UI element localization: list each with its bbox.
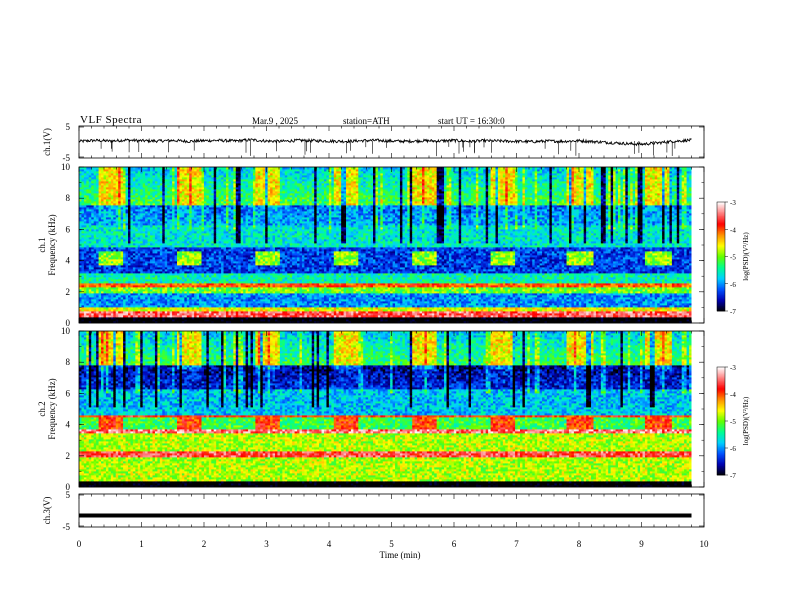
ch2-spectrogram-ylabel-channel: ch.2 — [37, 401, 47, 416]
ch1-spectrogram-colorbar-tick-label: -4 — [730, 226, 736, 234]
ch2-spectrogram-ytick-label: 8 — [66, 357, 71, 367]
ch1-spectrogram-colorbar-label: log(PSD)(V²/Hz) — [742, 232, 750, 281]
ch2-spectrogram-colorbar-tick-label: -3 — [730, 364, 736, 372]
ch1-spectrogram-ytick-label: 10 — [61, 162, 71, 172]
ch3-voltage-ytick-label: 5 — [66, 490, 71, 500]
ch1-spectrogram-colorbar-tick-label: -7 — [730, 308, 736, 316]
ch2-spectrogram-ytick-label: 4 — [66, 420, 71, 430]
xaxis-tick-label: 6 — [452, 539, 457, 549]
xaxis-tick-label: 10 — [700, 539, 710, 549]
ch2-spectrogram-colorbar — [717, 367, 725, 475]
ch1-spectrogram-colorbar — [717, 202, 725, 311]
ch1-spectrogram-ytick-label: 6 — [66, 224, 71, 234]
vlf-plot-svg: 5-5ch.1(V)1086420ch.1 Frequency (kHz)-3-4… — [0, 0, 792, 612]
ch1-spectrogram-ytick-label: 2 — [66, 287, 71, 297]
ch2-spectrogram-colorbar-tick-label: -4 — [730, 391, 736, 399]
ch2-spectrogram-image — [79, 331, 692, 487]
xaxis-tick-label: 9 — [639, 539, 644, 549]
vlf-spectra-figure: VLF Spectra Mar.9 , 2025 station=ATH sta… — [0, 0, 792, 612]
xaxis-tick-label: 7 — [514, 539, 519, 549]
ch3-voltage-ylabel: ch.3(V) — [42, 497, 52, 525]
ch2-spectrogram-ytick-label: 6 — [66, 388, 71, 398]
ch3-voltage-ytick-label: -5 — [63, 522, 71, 532]
ch2-spectrogram-colorbar-label: log(PSD)(V²/Hz) — [742, 396, 750, 445]
xaxis-tick-label: 3 — [264, 539, 269, 549]
xaxis-tick-label: 2 — [202, 539, 207, 549]
ch1-spectrogram-ylabel-frequency: Frequency (kHz) — [47, 214, 57, 275]
xaxis-tick-label: 5 — [389, 539, 394, 549]
ch1-voltage-ytick-label: 5 — [66, 122, 71, 132]
ch2-spectrogram-ylabel-frequency: Frequency (kHz) — [47, 378, 57, 439]
ch1-voltage-ylabel: ch.1(V) — [42, 128, 52, 156]
ch2-spectrogram-colorbar-tick-label: -7 — [730, 472, 736, 480]
ch1-spectrogram-ylabel-channel: ch.1 — [37, 237, 47, 252]
xaxis-tick-label: 1 — [139, 539, 144, 549]
ch1-spectrogram-ytick-label: 4 — [66, 256, 71, 266]
ch2-spectrogram-ytick-label: 2 — [66, 451, 71, 461]
xaxis-label: Time (min) — [380, 550, 421, 560]
ch1-spectrogram-image — [79, 167, 692, 323]
ch1-spectrogram-ytick-label: 8 — [66, 193, 71, 203]
xaxis-tick-label: 0 — [77, 539, 82, 549]
ch1-spectrogram-colorbar-tick-label: -5 — [730, 254, 736, 262]
ch2-spectrogram-ytick-label: 10 — [61, 326, 71, 336]
ch1-spectrogram-colorbar-tick-label: -6 — [730, 281, 736, 289]
ch2-spectrogram-colorbar-tick-label: -6 — [730, 445, 736, 453]
ch1-spectrogram-colorbar-tick-label: -3 — [730, 199, 736, 207]
xaxis-tick-label: 4 — [327, 539, 332, 549]
xaxis-tick-label: 8 — [577, 539, 582, 549]
ch2-spectrogram-colorbar-tick-label: -5 — [730, 418, 736, 426]
